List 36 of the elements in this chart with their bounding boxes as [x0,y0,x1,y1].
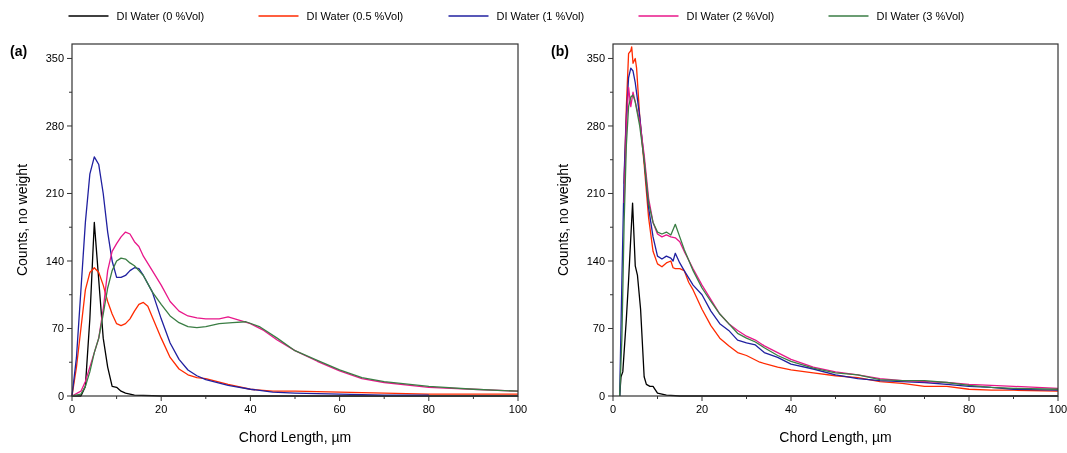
y-axis-title: Counts, no weight [555,163,571,277]
y-tick-label: 140 [586,254,605,267]
chart-title: (a) [10,43,28,59]
legend-label: DI Water (0.5 %Vol) [306,9,404,22]
y-tick-label: 0 [598,389,605,402]
line-series [71,156,430,397]
y-axis-title: Counts, no weight [14,163,30,277]
chart-title: (b) [551,43,569,59]
legend-label: DI Water (3 %Vol) [876,9,965,22]
y-tick-label: 350 [586,52,605,65]
x-tick-label: 60 [333,403,346,415]
y-tick-label: 280 [45,119,64,132]
x-tick-label: 20 [695,403,709,415]
x-tick-label: 100 [1048,403,1067,415]
y-tick-label: 210 [45,187,64,200]
y-tick-label: 70 [592,322,605,335]
x-axis-title: Chord Length, µm [779,429,892,445]
x-tick-label: 60 [873,403,887,415]
x-tick-label: 80 [962,403,976,415]
legend-label: DI Water (2 %Vol) [686,9,775,22]
y-tick-label: 70 [51,322,64,335]
x-tick-label: 0 [68,403,76,415]
y-tick-label: 350 [45,52,64,65]
x-tick-label: 40 [244,403,257,415]
legend-label: DI Water (1 %Vol) [496,9,585,22]
y-tick-label: 210 [586,187,605,200]
x-tick-label: 100 [508,403,528,415]
x-axis-title: Chord Length, µm [238,429,352,445]
x-tick-label: 20 [155,403,168,415]
legend-label: DI Water (0 %Vol) [116,9,205,22]
x-tick-label: 0 [609,403,617,415]
x-tick-label: 40 [784,403,798,415]
x-tick-label: 80 [422,403,435,415]
y-tick-label: 280 [586,119,605,132]
y-tick-label: 140 [45,254,64,267]
y-tick-label: 0 [57,389,64,402]
